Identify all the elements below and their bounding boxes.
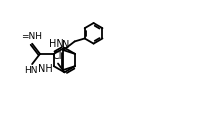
Text: =NH: =NH [21, 32, 42, 41]
Text: N: N [62, 40, 69, 50]
Text: Cl: Cl [52, 51, 62, 61]
Text: NH: NH [38, 64, 53, 74]
Text: HN: HN [49, 39, 63, 49]
Text: HN: HN [24, 66, 38, 75]
